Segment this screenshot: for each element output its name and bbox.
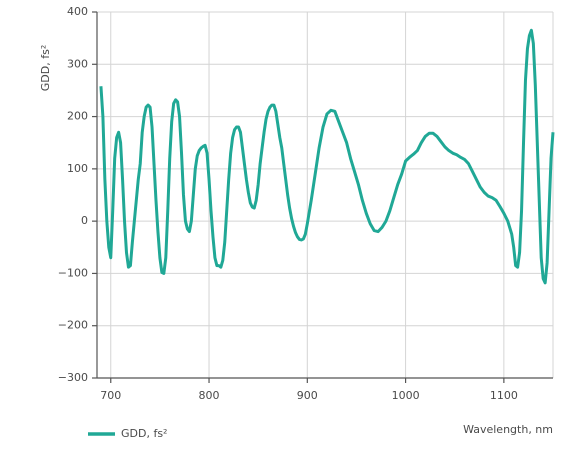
y-tick-label: 100 bbox=[67, 162, 88, 175]
data-line bbox=[99, 28, 555, 285]
y-axis-label: GDD, fs² bbox=[39, 45, 52, 91]
y-tick-label: −100 bbox=[58, 266, 88, 279]
x-tick-label: 1100 bbox=[490, 389, 518, 402]
y-tick-label: 400 bbox=[67, 5, 88, 18]
x-tick-label: 900 bbox=[297, 389, 318, 402]
y-tick-label: −200 bbox=[58, 319, 88, 332]
y-tick-label: 300 bbox=[67, 57, 88, 70]
x-axis-label: Wavelength, nm bbox=[463, 423, 553, 436]
x-tick-label: 1000 bbox=[392, 389, 420, 402]
x-tick-label: 700 bbox=[100, 389, 121, 402]
y-tick-label: −300 bbox=[58, 371, 88, 384]
legend-label: GDD, fs² bbox=[121, 427, 167, 440]
y-tick-label: 0 bbox=[81, 214, 88, 227]
x-tick-label: 800 bbox=[199, 389, 220, 402]
y-tick-label: 200 bbox=[67, 110, 88, 123]
